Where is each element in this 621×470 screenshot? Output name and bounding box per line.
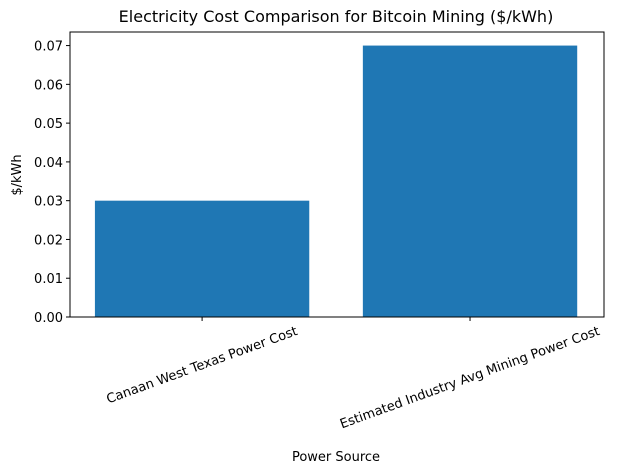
axes-frame: [69, 31, 605, 318]
y-axis-label: $/kWh: [10, 154, 25, 195]
x-tick-label: Canaan West Texas Power Cost: [105, 324, 300, 407]
y-tick-label: 0.00: [34, 311, 63, 326]
y-tick-label: 0.04: [34, 156, 63, 171]
y-tick-label: 0.01: [34, 272, 63, 287]
bar: [362, 45, 578, 317]
y-tick-label: 0.05: [34, 117, 63, 132]
chart-title: Electricity Cost Comparison for Bitcoin …: [119, 7, 554, 26]
y-tick-label: 0.06: [34, 78, 63, 93]
y-tick-label: 0.07: [34, 40, 63, 55]
x-axis-label: Power Source: [292, 450, 380, 465]
y-tick-label: 0.03: [34, 195, 63, 210]
x-tick-label: Estimated Industry Avg Mining Power Cost: [338, 324, 602, 432]
bar: [94, 200, 310, 317]
y-tick-label: 0.02: [34, 233, 63, 248]
